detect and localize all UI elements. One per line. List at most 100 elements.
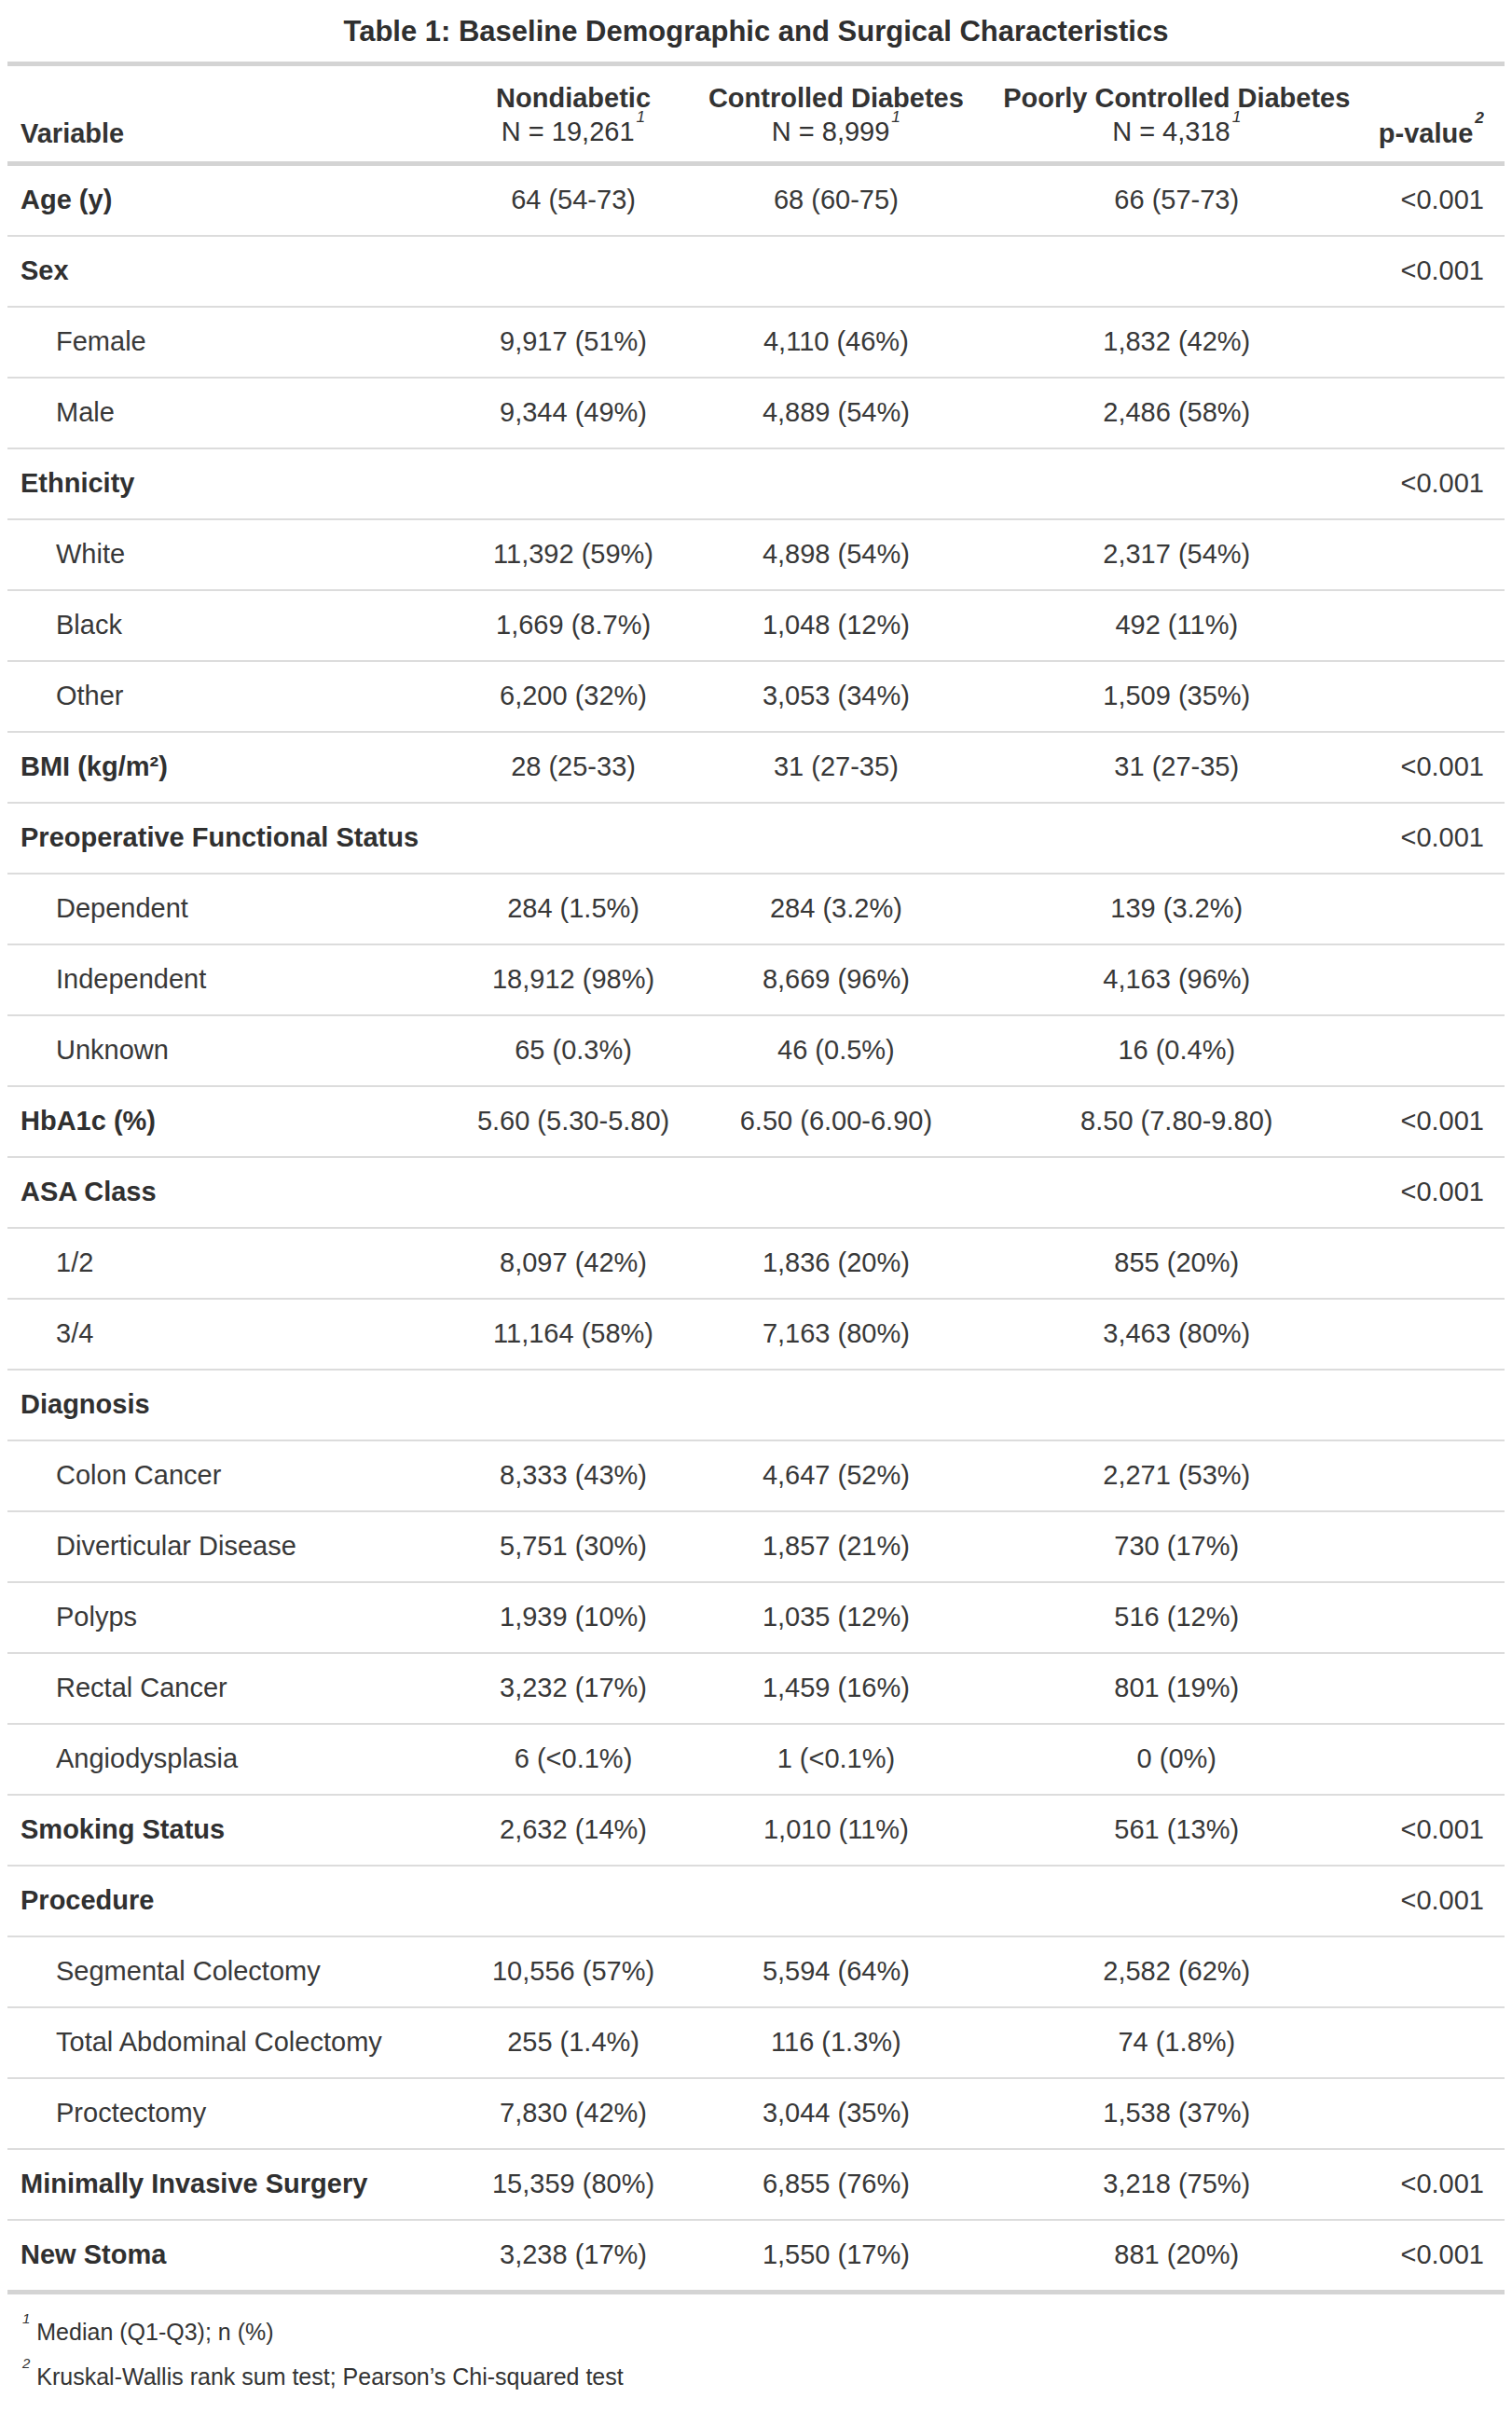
row-label: Independent (7, 944, 455, 1015)
cell-poorly-controlled-diabetes: 3,463 (80%) (981, 1299, 1373, 1370)
cell-controlled-diabetes: 4,647 (52%) (692, 1440, 981, 1511)
baseline-characteristics-table: Variable Nondiabetic N = 19,2611 Control… (7, 62, 1505, 2290)
row-label: White (7, 519, 455, 590)
cell-p-value (1373, 1582, 1505, 1653)
cell-controlled-diabetes: 1,035 (12%) (692, 1582, 981, 1653)
cell-nondiabetic: 8,333 (43%) (455, 1440, 692, 1511)
table-row: New Stoma3,238 (17%)1,550 (17%)881 (20%)… (7, 2220, 1505, 2290)
cell-p-value (1373, 1936, 1505, 2007)
table-row: Dependent284 (1.5%)284 (3.2%)139 (3.2%) (7, 874, 1505, 944)
cell-poorly-controlled-diabetes (981, 236, 1373, 307)
cell-p-value (1373, 1440, 1505, 1511)
footnote-mark: 2 (21, 2355, 30, 2371)
table-row: Preoperative Functional Status<0.001 (7, 803, 1505, 874)
cell-poorly-controlled-diabetes: 516 (12%) (981, 1582, 1373, 1653)
cell-poorly-controlled-diabetes: 2,317 (54%) (981, 519, 1373, 590)
cell-poorly-controlled-diabetes: 16 (0.4%) (981, 1015, 1373, 1086)
cell-p-value (1373, 1511, 1505, 1582)
table-page: Table 1: Baseline Demographic and Surgic… (0, 0, 1512, 2411)
cell-p-value: <0.001 (1373, 732, 1505, 803)
cell-nondiabetic: 1,669 (8.7%) (455, 590, 692, 661)
cell-p-value (1373, 307, 1505, 378)
row-label: Male (7, 378, 455, 448)
cell-controlled-diabetes (692, 448, 981, 519)
footnote-mark: 1 (21, 2310, 30, 2326)
row-label: Proctectomy (7, 2078, 455, 2149)
cell-nondiabetic: 15,359 (80%) (455, 2149, 692, 2220)
col-header-controlled-diabetes: Controlled Diabetes N = 8,9991 (692, 64, 981, 164)
cell-controlled-diabetes: 1,550 (17%) (692, 2220, 981, 2290)
cell-nondiabetic: 64 (54-73) (455, 163, 692, 236)
cell-poorly-controlled-diabetes: 0 (0%) (981, 1724, 1373, 1795)
cell-poorly-controlled-diabetes (981, 448, 1373, 519)
cell-poorly-controlled-diabetes: 31 (27-35) (981, 732, 1373, 803)
cell-nondiabetic: 3,232 (17%) (455, 1653, 692, 1724)
cell-p-value (1373, 661, 1505, 732)
row-label: Polyps (7, 1582, 455, 1653)
cell-p-value: <0.001 (1373, 2220, 1505, 2290)
row-label: Smoking Status (7, 1795, 455, 1866)
row-label: Rectal Cancer (7, 1653, 455, 1724)
table-row: Angiodysplasia6 (<0.1%)1 (<0.1%)0 (0%) (7, 1724, 1505, 1795)
table-header: Variable Nondiabetic N = 19,2611 Control… (7, 64, 1505, 164)
cell-poorly-controlled-diabetes: 66 (57-73) (981, 163, 1373, 236)
cell-nondiabetic (455, 448, 692, 519)
col-header-variable: Variable (7, 64, 455, 164)
cell-nondiabetic: 3,238 (17%) (455, 2220, 692, 2290)
footnote-mark: 2 (1473, 108, 1484, 127)
footnote-mark: 1 (635, 107, 646, 126)
row-label: Colon Cancer (7, 1440, 455, 1511)
cell-nondiabetic: 5.60 (5.30-5.80) (455, 1086, 692, 1157)
cell-p-value: <0.001 (1373, 448, 1505, 519)
col-header-nondiabetic: Nondiabetic N = 19,2611 (455, 64, 692, 164)
cell-nondiabetic: 6,200 (32%) (455, 661, 692, 732)
table-row: Sex<0.001 (7, 236, 1505, 307)
row-label: 1/2 (7, 1228, 455, 1299)
row-label: Dependent (7, 874, 455, 944)
table-row: Segmental Colectomy10,556 (57%)5,594 (64… (7, 1936, 1505, 2007)
row-label: Female (7, 307, 455, 378)
cell-controlled-diabetes: 1,459 (16%) (692, 1653, 981, 1724)
table-row: ASA Class<0.001 (7, 1157, 1505, 1228)
cell-p-value (1373, 944, 1505, 1015)
cell-controlled-diabetes: 5,594 (64%) (692, 1936, 981, 2007)
cell-poorly-controlled-diabetes (981, 1370, 1373, 1440)
cell-p-value (1373, 519, 1505, 590)
row-label: Procedure (7, 1866, 455, 1936)
cell-poorly-controlled-diabetes: 801 (19%) (981, 1653, 1373, 1724)
table-row: HbA1c (%)5.60 (5.30-5.80)6.50 (6.00-6.90… (7, 1086, 1505, 1157)
row-label: Diverticular Disease (7, 1511, 455, 1582)
table-row: Other6,200 (32%)3,053 (34%)1,509 (35%) (7, 661, 1505, 732)
cell-nondiabetic: 18,912 (98%) (455, 944, 692, 1015)
row-label: New Stoma (7, 2220, 455, 2290)
cell-controlled-diabetes: 6,855 (76%) (692, 2149, 981, 2220)
table-row: Male9,344 (49%)4,889 (54%)2,486 (58%) (7, 378, 1505, 448)
table-row: Diverticular Disease5,751 (30%)1,857 (21… (7, 1511, 1505, 1582)
cell-nondiabetic: 28 (25-33) (455, 732, 692, 803)
table-row: Procedure<0.001 (7, 1866, 1505, 1936)
cell-nondiabetic: 5,751 (30%) (455, 1511, 692, 1582)
cell-controlled-diabetes: 8,669 (96%) (692, 944, 981, 1015)
cell-p-value (1373, 1653, 1505, 1724)
row-label: Diagnosis (7, 1370, 455, 1440)
table-row: Independent18,912 (98%)8,669 (96%)4,163 … (7, 944, 1505, 1015)
cell-nondiabetic (455, 236, 692, 307)
cell-p-value: <0.001 (1373, 1086, 1505, 1157)
cell-controlled-diabetes: 3,053 (34%) (692, 661, 981, 732)
cell-poorly-controlled-diabetes: 139 (3.2%) (981, 874, 1373, 944)
cell-poorly-controlled-diabetes: 1,509 (35%) (981, 661, 1373, 732)
cell-controlled-diabetes (692, 1157, 981, 1228)
row-label: Preoperative Functional Status (7, 803, 455, 874)
cell-controlled-diabetes: 116 (1.3%) (692, 2007, 981, 2078)
cell-controlled-diabetes: 31 (27-35) (692, 732, 981, 803)
row-label: Age (y) (7, 163, 455, 236)
row-label: Total Abdominal Colectomy (7, 2007, 455, 2078)
cell-controlled-diabetes: 4,110 (46%) (692, 307, 981, 378)
cell-poorly-controlled-diabetes: 8.50 (7.80-9.80) (981, 1086, 1373, 1157)
cell-p-value (1373, 1370, 1505, 1440)
cell-controlled-diabetes: 1,836 (20%) (692, 1228, 981, 1299)
row-label: ASA Class (7, 1157, 455, 1228)
cell-poorly-controlled-diabetes (981, 803, 1373, 874)
cell-poorly-controlled-diabetes: 855 (20%) (981, 1228, 1373, 1299)
col-header-poorly-controlled-diabetes: Poorly Controlled Diabetes N = 4,3181 (981, 64, 1373, 164)
